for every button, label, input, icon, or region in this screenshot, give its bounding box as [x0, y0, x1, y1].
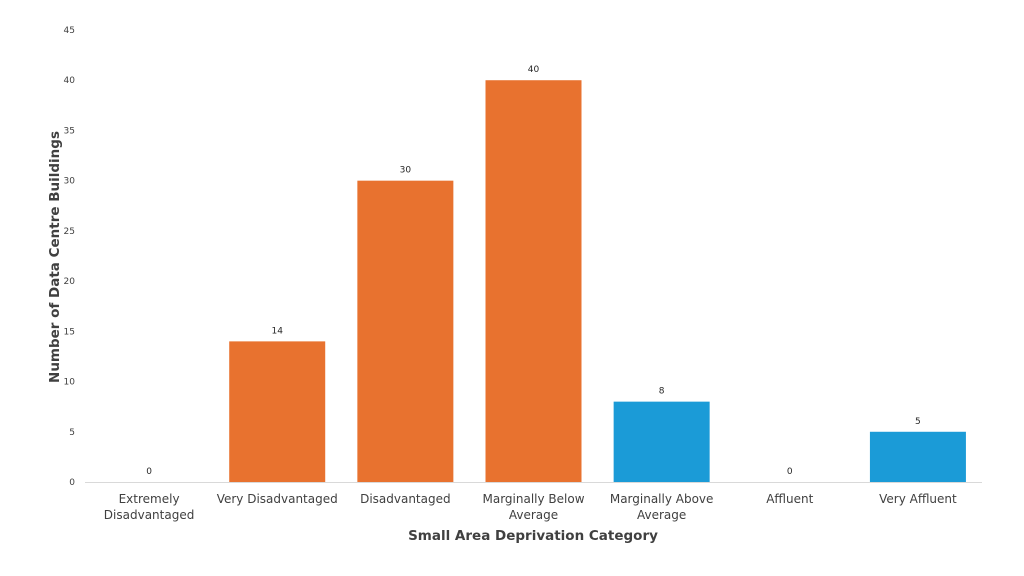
x-category-label: Affluent: [766, 492, 813, 506]
y-axis-ticks: 0 5 10 15 20 25 30 35 40 45: [64, 26, 76, 488]
bar-value-label: 8: [659, 387, 665, 397]
x-category-label: Marginally Below Average: [482, 492, 584, 522]
value-labels-group: 0 14 30 40 8 0 5: [146, 65, 921, 477]
y-axis-title: Number of Data Centre Buildings: [47, 131, 63, 383]
bar-value-label: 5: [915, 417, 921, 427]
bars-group: [229, 80, 966, 482]
bar-value-label: 0: [146, 467, 152, 477]
bar: [613, 401, 710, 482]
bar: [357, 180, 454, 482]
bar: [869, 431, 966, 482]
x-axis-title: Small Area Deprivation Category: [408, 528, 658, 544]
x-category-label: Disadvantaged: [360, 492, 451, 506]
bar: [485, 80, 582, 482]
y-tick-label: 45: [64, 26, 75, 36]
y-tick-label: 30: [64, 177, 76, 187]
bar-value-label: 0: [787, 467, 793, 477]
x-category-label: Very Disadvantaged: [217, 492, 338, 506]
bar-value-label: 14: [271, 326, 283, 336]
y-tick-label: 10: [64, 378, 76, 388]
y-tick-label: 40: [64, 76, 76, 86]
y-tick-label: 5: [69, 428, 75, 438]
bar-value-label: 40: [528, 65, 540, 75]
y-tick-label: 20: [64, 277, 76, 287]
bar-value-label: 30: [400, 166, 412, 176]
x-axis-category-labels: Extremely Disadvantaged Very Disadvantaged…: [104, 492, 957, 522]
y-tick-label: 35: [64, 126, 75, 136]
x-category-label: Very Affluent: [879, 492, 957, 506]
y-tick-label: 25: [64, 227, 75, 237]
x-category-label: Marginally Above Average: [610, 492, 714, 522]
bar: [229, 341, 326, 482]
y-tick-label: 0: [69, 478, 75, 488]
x-category-label: Extremely Disadvantaged: [104, 492, 195, 522]
y-tick-label: 15: [64, 327, 75, 337]
